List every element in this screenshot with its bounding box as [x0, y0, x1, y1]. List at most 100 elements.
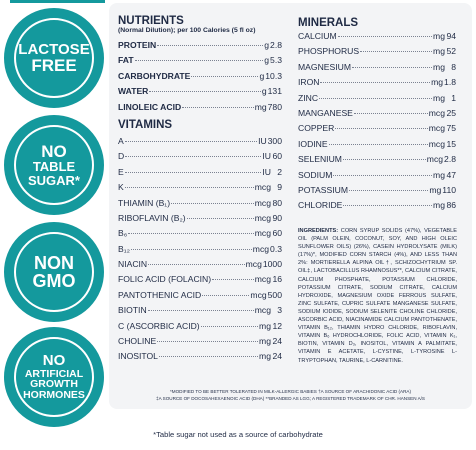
row-unit: mcg: [254, 182, 271, 193]
row-label: K: [118, 182, 124, 193]
row-unit: mg: [433, 200, 445, 211]
no-artificial-growth-hormones-badge: NO ARTIFICIAL GROWTH HORMONES: [4, 327, 104, 427]
badge-line: LACTOSE: [18, 40, 90, 58]
row-value: 16: [272, 274, 282, 285]
row-value: 80: [272, 197, 282, 208]
dot-leader: [171, 202, 254, 204]
dot-leader: [182, 106, 254, 108]
row-label: WATER: [118, 86, 149, 97]
row-label: C (ASCORBIC ACID): [118, 320, 200, 331]
row-unit: mg: [254, 101, 267, 112]
minerals-table: CALCIUM mg 94 PHOSPHORUS mg 52 MAGNESIUM mg 8 IRO…: [298, 31, 456, 216]
badge-line: HORMONES: [23, 389, 85, 401]
row-value: 300: [267, 135, 282, 146]
dot-leader: [124, 171, 262, 173]
row-label: E: [118, 166, 124, 177]
row-label: THIAMIN (B₁): [118, 197, 171, 208]
row-unit: mg: [259, 320, 271, 331]
nutrition-row: COPPER mcg 75: [298, 123, 456, 138]
non-gmo-badge: NON GMO: [4, 222, 104, 322]
dot-leader: [125, 156, 262, 158]
row-unit: mg: [259, 336, 271, 347]
dot-leader: [352, 66, 433, 68]
row-value: 24: [272, 336, 282, 347]
nutrients-table: PROTEIN g 2.8 FAT g 5.3 CARBOHYDRATE g 10.3 WATER…: [118, 40, 282, 117]
dot-leader: [158, 356, 259, 358]
nutrition-row: CARBOHYDRATE g 10.3: [118, 71, 282, 86]
nutrition-row: CALCIUM mg 94: [298, 31, 456, 46]
row-label: IODINE: [298, 138, 328, 149]
badge-line: ARTIFICIAL: [24, 367, 84, 380]
row-value: 75: [446, 123, 456, 134]
row-label: IRON: [298, 77, 320, 88]
row-value: 5.3: [270, 55, 282, 66]
row-value: 47: [446, 169, 456, 180]
row-label: LINOLEIC ACID: [118, 101, 182, 112]
row-unit: g: [264, 40, 270, 50]
row-label: RIBOFLAVIN (B₂): [118, 212, 186, 223]
nutrition-row: B₆ mcg 60: [118, 228, 282, 243]
row-unit: g: [261, 86, 267, 97]
dot-leader: [202, 294, 250, 296]
row-unit: mg: [429, 184, 442, 195]
badge-line: NO: [42, 352, 66, 370]
row-value: 2: [277, 166, 282, 177]
row-label: PHOSPHORUS: [298, 46, 360, 57]
row-value: 2.8: [444, 154, 456, 165]
nutrition-row: E IU 2: [118, 167, 282, 182]
nutrition-row: CHOLINE mg 24: [118, 336, 282, 351]
dot-leader: [134, 60, 264, 62]
top-edge-strip: [10, 0, 105, 3]
dot-leader: [335, 128, 428, 130]
badge-line: SUGAR*: [27, 172, 80, 188]
nutrition-row: CHLORIDE mg 86: [298, 200, 456, 215]
table-sugar-footnote: *Table sugar not used as a source of car…: [153, 430, 323, 439]
minerals-title: MINERALS: [298, 17, 359, 29]
badge-line: TABLE: [32, 159, 76, 175]
dot-leader: [148, 264, 245, 266]
row-label: CHOLINE: [118, 336, 157, 347]
dot-leader: [353, 112, 428, 114]
nutrients-subtitle: (Normal Dilution); per 100 Calories (5 f…: [118, 27, 256, 34]
dot-leader: [320, 82, 431, 84]
row-value: 1: [451, 92, 456, 103]
row-unit: g: [259, 70, 265, 81]
row-label: B₁₂: [118, 243, 130, 254]
row-unit: mcg: [254, 212, 271, 223]
row-value: 60: [272, 228, 282, 239]
dot-leader: [149, 91, 261, 93]
row-value: 94: [446, 31, 456, 41]
footnote-line-1: *MODIFIED TO BE BETTER TOLERATED IN MILK…: [169, 389, 412, 394]
dot-leader: [147, 310, 254, 312]
dot-leader: [124, 140, 258, 142]
row-unit: mcg: [254, 197, 271, 208]
row-value: 15: [446, 138, 456, 149]
row-label: MANGANESE: [298, 107, 353, 118]
dot-leader: [348, 189, 429, 191]
row-value: 8: [451, 61, 456, 72]
dot-leader: [130, 248, 252, 250]
ingredients-heading: INGREDIENTS:: [298, 228, 339, 234]
nutrition-row: PROTEIN g 2.8: [118, 40, 282, 55]
dot-leader: [319, 97, 433, 99]
row-label: PANTOTHENIC ACID: [118, 289, 202, 300]
nutrition-row: PHOSPHORUS mg 52: [298, 46, 456, 61]
row-value: 110: [442, 184, 456, 195]
row-value: 1000: [262, 259, 282, 270]
footnotes: *MODIFIED TO BE BETTER TOLERATED IN MILK…: [115, 389, 466, 402]
dot-leader: [128, 233, 254, 235]
row-unit: IU: [262, 166, 271, 177]
nutrition-row: NIACIN mcg 1000: [118, 259, 282, 274]
dot-leader: [186, 217, 254, 219]
nutrition-row: A IU 300: [118, 136, 282, 151]
row-value: 0.3: [270, 243, 282, 254]
row-unit: mcg: [426, 154, 444, 165]
row-unit: mcg: [252, 243, 270, 254]
row-unit: mg: [433, 46, 445, 57]
row-unit: mg: [431, 77, 444, 88]
nutrition-row: MAGNESIUM mg 8: [298, 62, 456, 77]
nutrition-row: INOSITOL mg 24: [118, 351, 282, 366]
badge-line: GROWTH: [30, 378, 78, 391]
nutrition-row: THIAMIN (B₁) mcg 80: [118, 198, 282, 213]
nutrition-row: D IU 60: [118, 151, 282, 166]
